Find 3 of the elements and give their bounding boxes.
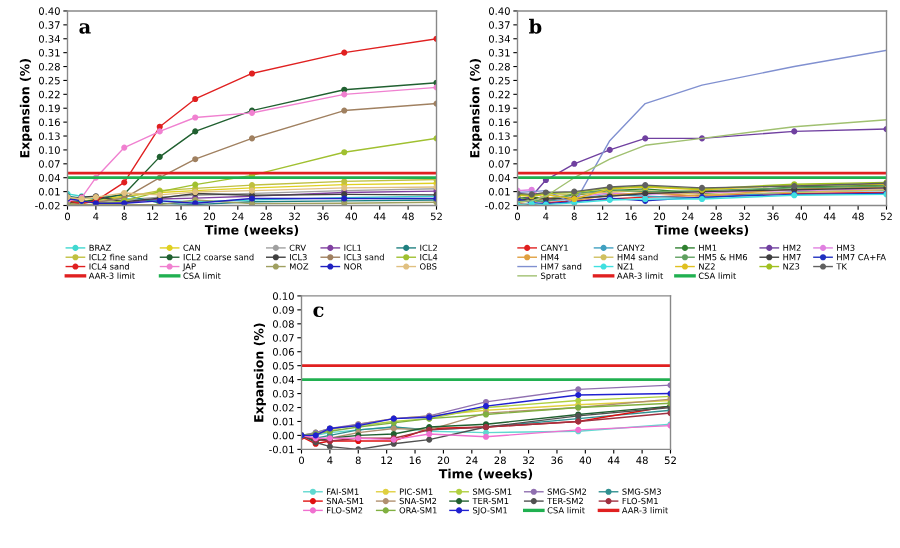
chart-title: b [529, 18, 542, 34]
chart-title: c [313, 306, 324, 318]
chart-title: a [79, 23, 91, 34]
